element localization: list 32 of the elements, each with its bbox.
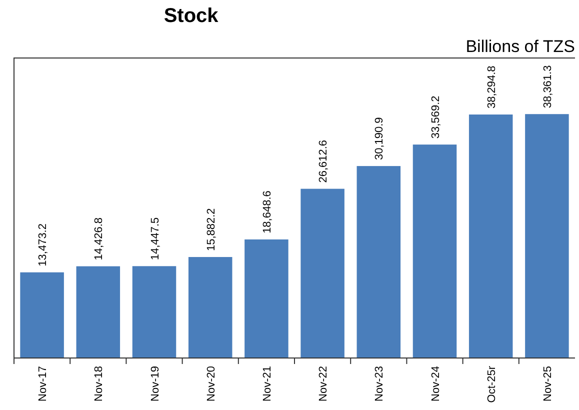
y-axis-title: Billions of TZS bbox=[466, 37, 575, 56]
bar bbox=[525, 114, 569, 358]
x-tick-label: Nov-25 bbox=[542, 366, 554, 402]
bar bbox=[468, 114, 513, 358]
data-label: 14,447.5 bbox=[149, 217, 162, 260]
bar bbox=[412, 144, 457, 358]
data-label: 38,361.3 bbox=[542, 65, 554, 108]
data-label: 30,190.9 bbox=[374, 117, 386, 160]
data-label: 26,612.6 bbox=[318, 140, 330, 183]
bar bbox=[356, 166, 401, 358]
bar bbox=[300, 188, 344, 358]
bar bbox=[76, 266, 120, 358]
bar bbox=[188, 257, 232, 358]
chart-title: Stock bbox=[164, 5, 220, 27]
x-tick-label: Oct-25r bbox=[486, 366, 498, 403]
x-tick-label: Nov-24 bbox=[430, 366, 442, 402]
x-tick-label: Nov-23 bbox=[374, 366, 386, 402]
x-tick-label: Nov-20 bbox=[205, 366, 218, 402]
data-label: 33,569.2 bbox=[430, 96, 442, 139]
data-label: 18,648.6 bbox=[261, 190, 274, 234]
x-tick-label: Nov-17 bbox=[37, 366, 50, 402]
x-tick-label: Nov-18 bbox=[93, 366, 106, 402]
bar bbox=[244, 239, 288, 358]
x-tick-label: Nov-19 bbox=[149, 366, 162, 402]
data-label: 14,426.8 bbox=[93, 217, 106, 260]
x-tick-label: Nov-21 bbox=[261, 366, 274, 402]
data-label: 13,473.2 bbox=[37, 224, 50, 266]
data-label: 15,882.2 bbox=[205, 208, 218, 252]
x-tick-label: Nov-22 bbox=[318, 366, 330, 402]
bar bbox=[132, 266, 176, 358]
bar bbox=[20, 272, 64, 358]
data-label: 38,294.8 bbox=[486, 66, 498, 109]
